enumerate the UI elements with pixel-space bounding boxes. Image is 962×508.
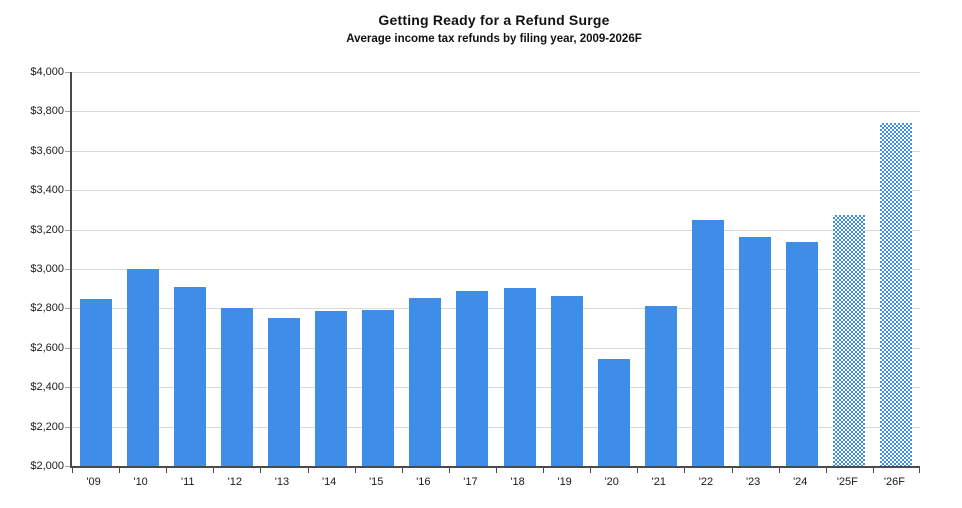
bar [503,287,536,466]
y-axis-label: $2,400 [30,381,64,394]
x-axis-label: '20 [604,476,619,488]
y-axis-tick [65,111,70,113]
x-axis-tick [72,468,73,473]
bar [362,310,395,466]
gridline [72,190,920,192]
bar [409,297,442,466]
x-axis-label: '11 [180,476,195,488]
y-axis-tick [65,72,70,73]
gridline [72,150,920,152]
bar [173,286,206,466]
bar-forecast [833,214,866,466]
y-axis-tick [65,466,70,467]
y-axis-label: $3,800 [30,105,64,118]
y-axis-tick [65,190,70,192]
y-axis-label: $2,800 [30,302,64,315]
y-axis-tick [65,426,70,428]
y-axis-tick [65,308,70,310]
x-axis-label: '10 [133,476,148,488]
y-axis-tick [65,387,70,389]
y-axis-label: $2,600 [30,341,64,354]
x-axis-tick [496,468,497,473]
gridline [72,308,920,310]
x-axis-tick [307,468,309,473]
x-axis-tick [401,468,403,473]
x-axis-label: '19 [557,476,572,488]
x-axis-tick [166,468,168,473]
bar [692,219,724,466]
y-axis-label: $3,600 [30,144,64,157]
plot-area [70,72,920,468]
y-axis-tick [65,150,70,152]
bar [456,290,489,466]
chart-title: Getting Ready for a Refund Surge [378,12,610,28]
x-axis-label: '13 [274,476,290,488]
gridline [72,111,920,113]
x-axis-tick [684,468,686,473]
y-axis-tick [65,229,70,231]
gridline [72,229,920,231]
x-axis-tick [543,468,545,473]
bar [550,295,583,466]
x-axis-label: '12 [227,476,243,488]
bar [79,298,112,466]
x-axis-label: '24 [793,476,808,488]
bar [315,311,348,466]
x-axis-tick [825,468,827,473]
x-axis-tick [448,468,450,473]
x-axis-label: '14 [321,476,337,488]
x-axis-label: '22 [698,476,714,488]
gridline [72,426,920,428]
x-axis-tick [260,468,262,473]
x-axis-label: '26F [883,476,905,488]
x-axis-label: '18 [510,476,525,488]
bar-forecast [880,123,913,466]
y-axis-label: $2,000 [30,460,64,472]
y-axis-tick [65,269,70,270]
y-axis-label: $4,000 [30,66,64,78]
gridline [72,269,920,270]
y-axis-label: $3,200 [30,223,64,236]
x-axis-tick [354,468,356,473]
gridline [72,72,920,73]
x-axis-tick [919,468,920,473]
y-axis-tick [65,347,70,349]
x-axis-label: '23 [745,476,761,488]
x-axis-tick [119,468,121,473]
x-axis-tick [590,468,592,473]
x-axis-tick [213,468,215,473]
bar [644,306,677,466]
bar [220,308,253,466]
x-axis-label: '17 [463,476,478,488]
bar [786,242,819,466]
y-axis-label: $3,000 [30,263,64,275]
x-axis-tick [637,468,639,473]
x-axis-tick [872,468,874,473]
bar [739,236,772,466]
x-axis-label: '09 [86,476,101,488]
bar [597,358,630,466]
bar [126,269,159,466]
x-axis-label: '16 [416,476,431,488]
bar [268,318,300,466]
y-axis-label: $2,200 [30,420,64,433]
y-axis-label: $3,400 [30,184,64,197]
chart-subtitle: Average income tax refunds by filing yea… [346,33,642,45]
x-axis-label: '25F [836,476,858,488]
x-axis-label: '15 [369,476,384,488]
gridline [72,387,920,389]
gridline [72,347,920,349]
x-axis-label: '21 [651,476,667,488]
x-axis-tick [778,468,780,473]
x-axis-tick [731,468,733,473]
